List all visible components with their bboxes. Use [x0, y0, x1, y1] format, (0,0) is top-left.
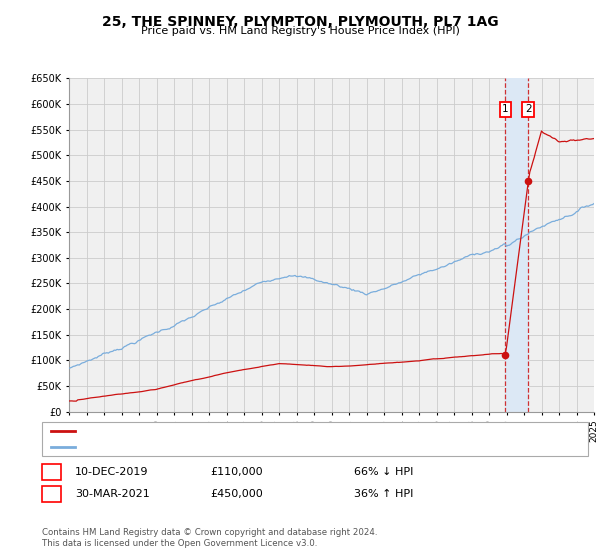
- Text: 2: 2: [48, 489, 55, 499]
- Text: 1: 1: [48, 467, 55, 477]
- Text: 25, THE SPINNEY, PLYMPTON, PLYMOUTH, PL7 1AG: 25, THE SPINNEY, PLYMPTON, PLYMOUTH, PL7…: [101, 15, 499, 29]
- Text: HPI: Average price, detached house, City of Plymouth: HPI: Average price, detached house, City…: [81, 442, 343, 452]
- Text: 30-MAR-2021: 30-MAR-2021: [75, 489, 150, 499]
- Bar: [505, 78, 529, 412]
- Text: Price paid vs. HM Land Registry's House Price Index (HPI): Price paid vs. HM Land Registry's House …: [140, 26, 460, 36]
- Text: £450,000: £450,000: [210, 489, 263, 499]
- Text: 1: 1: [502, 104, 509, 114]
- Text: 2: 2: [525, 104, 532, 114]
- Text: Contains HM Land Registry data © Crown copyright and database right 2024.
This d: Contains HM Land Registry data © Crown c…: [42, 528, 377, 548]
- Text: £110,000: £110,000: [210, 467, 263, 477]
- Text: 25, THE SPINNEY, PLYMPTON, PLYMOUTH, PL7 1AG (detached house): 25, THE SPINNEY, PLYMPTON, PLYMOUTH, PL7…: [81, 426, 417, 436]
- Text: 66% ↓ HPI: 66% ↓ HPI: [354, 467, 413, 477]
- Text: 36% ↑ HPI: 36% ↑ HPI: [354, 489, 413, 499]
- Text: 10-DEC-2019: 10-DEC-2019: [75, 467, 149, 477]
